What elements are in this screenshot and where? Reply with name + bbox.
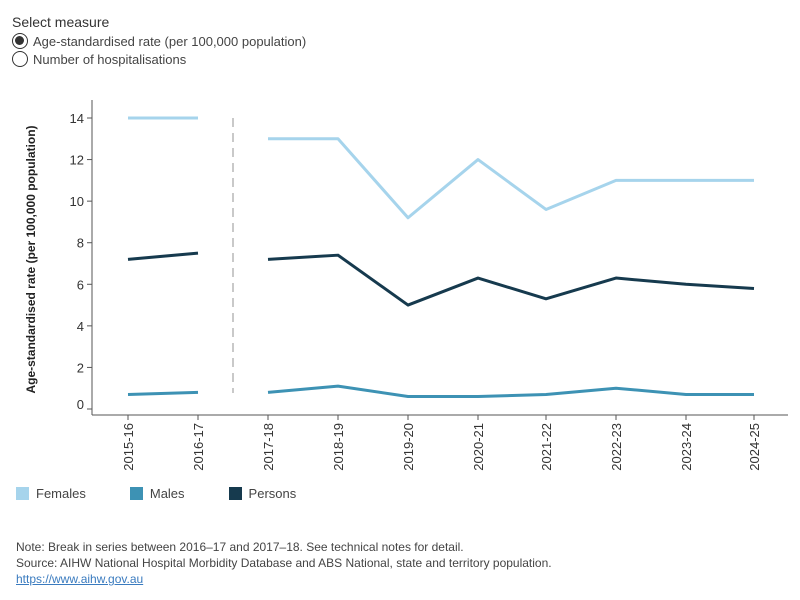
x-tick-label: 2020-21 <box>471 423 486 471</box>
y-tick-label: 8 <box>77 236 84 251</box>
y-tick-label: 2 <box>77 360 84 375</box>
x-tick-label: 2017-18 <box>261 423 276 471</box>
series-line-persons-after-break <box>267 253 755 307</box>
line-chart: 0 2 4 6 8 10 12 14 Age-standardised rate (per 10… <box>24 100 788 471</box>
legend-item-persons[interactable]: Persons <box>228 486 297 501</box>
legend-swatch-females <box>16 487 29 500</box>
break-note: Note: Break in series between 2016–17 an… <box>16 540 464 554</box>
x-tick-label: 2022-23 <box>609 423 624 471</box>
legend-label-females: Females <box>36 486 86 501</box>
y-tick-label: 0 <box>77 397 84 412</box>
y-tick-label: 14 <box>70 111 84 126</box>
x-tick-label: 2024-25 <box>747 423 762 471</box>
legend-item-males[interactable]: Males <box>129 486 185 501</box>
x-tick-label: 2015-16 <box>121 423 136 471</box>
series-line-females-after-break <box>268 137 754 220</box>
series-line-males-before-break <box>127 390 199 396</box>
legend-swatch-persons <box>228 487 242 500</box>
measure-selector-title: Select measure <box>12 14 110 30</box>
x-tick-label: 2021-22 <box>539 423 554 471</box>
source-note: Source: AIHW National Hospital Morbidity… <box>16 556 552 570</box>
y-tick-label: 12 <box>70 153 84 168</box>
x-tick-label: 2019-20 <box>401 423 416 471</box>
x-tick-label: 2023-24 <box>679 423 694 471</box>
x-tick-label: 2018-19 <box>331 423 346 471</box>
x-tick-label: 2016-17 <box>191 423 206 471</box>
y-tick-label: 6 <box>77 277 84 292</box>
y-tick-label: 4 <box>77 319 84 334</box>
chart-notes: Note: Break in series between 2016–17 an… <box>16 539 552 587</box>
legend-swatch-males <box>129 487 143 500</box>
legend-label-persons: Persons <box>248 486 297 501</box>
legend-item-females[interactable]: Females <box>16 486 86 501</box>
series-line-persons-before-break <box>127 251 199 261</box>
radio-option-number[interactable]: Number of hospitalisations <box>12 51 186 67</box>
legend-label-males: Males <box>149 486 185 501</box>
radio-option-rate[interactable]: Age-standardised rate (per 100,000 popul… <box>12 33 306 49</box>
radio-selected-icon[interactable] <box>12 33 28 49</box>
radio-label-number: Number of hospitalisations <box>33 51 187 67</box>
radio-unselected-icon[interactable] <box>12 51 28 67</box>
aihw-link[interactable]: https://www.aihw.gov.au <box>16 572 144 586</box>
y-tick-label: 10 <box>70 194 84 209</box>
chart-legend: Females Males Persons <box>16 486 340 501</box>
radio-label-rate: Age-standardised rate (per 100,000 popul… <box>33 33 307 49</box>
series-line-males-after-break <box>267 384 754 399</box>
y-axis-title: Age-standardised rate (per 100,000 popul… <box>24 125 38 393</box>
